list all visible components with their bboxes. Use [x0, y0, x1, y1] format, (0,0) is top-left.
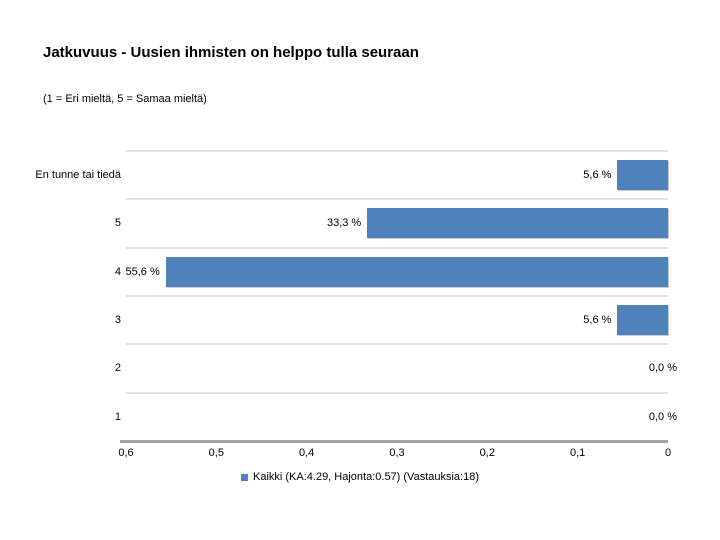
- chart-row: 5 33,3 %: [115, 198, 668, 246]
- chart-row: 1 0,0 %: [115, 391, 677, 440]
- category-label: 5: [114, 217, 121, 230]
- chart-row: 4 55,6 %: [115, 246, 668, 295]
- x-tick-label: 0: [664, 447, 672, 459]
- value-label: 0,0 %: [648, 410, 677, 423]
- category-label: 2: [114, 362, 121, 375]
- value-label: 5,6 %: [583, 314, 612, 327]
- chart-row: 3 5,6 %: [115, 294, 668, 343]
- chart-row: 2 0,0 %: [115, 343, 677, 391]
- x-axis-line: [120, 440, 668, 443]
- value-label: 33,3 %: [326, 217, 362, 230]
- category-label: 4: [114, 265, 121, 278]
- bar: [165, 256, 668, 287]
- x-axis-tick-labels: 0,6 0,5 0,4 0,3 0,2 0,1 0: [118, 447, 672, 460]
- legend-marker-icon: [240, 473, 248, 481]
- value-label: 0,0 %: [648, 362, 677, 375]
- legend: Kaikki (KA:4.29, Hajonta:0.57) (Vastauks…: [0, 471, 720, 483]
- x-tick-label: 0,4: [299, 447, 315, 459]
- value-label: 5,6 %: [583, 169, 612, 182]
- category-label: 1: [114, 410, 121, 423]
- legend-label: Kaikki (KA:4.29, Hajonta:0.57) (Vastauks…: [252, 471, 480, 483]
- bar: [617, 160, 668, 191]
- chart-row: En tunne tai tiedä 5,6 %: [35, 150, 668, 198]
- bar: [617, 305, 668, 336]
- value-label: 55,6 %: [125, 265, 160, 278]
- plot-area: En tunne tai tiedä 5,6 % 5 33,3 % 4 55,6 % 3 5,…: [35, 150, 677, 443]
- category-label: 3: [114, 314, 121, 327]
- chart-subtitle: (1 = Eri mieltä, 5 = Samaa mieltä): [43, 93, 207, 105]
- chart-title: Jatkuvuus - Uusien ihmisten on helppo tu…: [43, 44, 419, 61]
- x-tick-label: 0,1: [570, 447, 586, 459]
- x-tick-label: 0,5: [208, 447, 224, 459]
- bar: [367, 208, 668, 239]
- x-tick-label: 0,6: [118, 447, 134, 459]
- category-label: En tunne tai tiedä: [35, 169, 121, 182]
- x-tick-label: 0,3: [389, 447, 405, 459]
- x-tick-label: 0,2: [479, 447, 495, 459]
